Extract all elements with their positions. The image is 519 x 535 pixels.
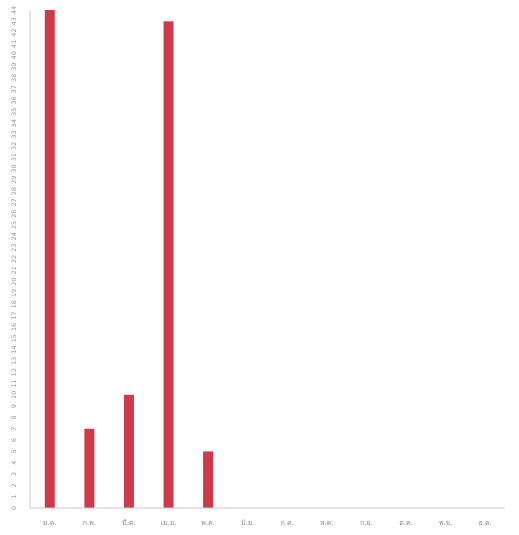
x-axis: ม.ค. ก.พ. มี.ค. เม.ย. พ.ค. มิ.ย. ก.ค. ส.ค. ก.ย. ต…	[30, 507, 505, 527]
y-tick-label: 43	[10, 17, 18, 25]
x-tick-label: ส.ค.	[320, 519, 333, 527]
y-tick-label: 34	[10, 119, 18, 127]
y-tick-label: 33	[10, 130, 18, 138]
x-tick-label: ม.ค.	[43, 519, 57, 527]
y-tick-label: 23	[10, 244, 18, 252]
bar-3	[123, 394, 134, 508]
y-tick-label: 35	[10, 108, 18, 116]
y-tick-label: 11	[10, 379, 18, 387]
y-tick-label: 29	[10, 176, 18, 184]
y-tick-label: 2	[10, 483, 18, 487]
y-tick-label: 9	[10, 404, 18, 408]
y-tick-label: 28	[10, 187, 18, 195]
y-tick-label: 3	[10, 472, 18, 476]
y-tick-label: 16	[10, 323, 18, 331]
y-tick-label: 7	[10, 427, 18, 431]
x-tick-label: มิ.ย.	[241, 519, 254, 527]
y-tick-label: 42	[10, 28, 18, 36]
y-tick-label: 39	[10, 62, 18, 70]
x-tick-label: มี.ค.	[122, 519, 136, 527]
y-tick-label: 6	[10, 438, 18, 442]
x-tick-label: พ.ย.	[439, 519, 452, 527]
y-tick-label: 22	[10, 255, 18, 263]
y-axis: 0123456789101112131415161718192021222324…	[10, 6, 31, 510]
y-tick-label: 21	[10, 266, 18, 274]
y-tick-label: 30	[10, 164, 18, 172]
y-tick-label: 27	[10, 198, 18, 206]
y-tick-label: 40	[10, 51, 18, 59]
y-tick-label: 26	[10, 210, 18, 218]
y-tick-label: 24	[10, 232, 18, 240]
y-tick-label: 41	[10, 40, 18, 48]
y-tick-label: 37	[10, 85, 18, 93]
x-tick-label: ต.ค.	[399, 519, 413, 527]
y-tick-label: 36	[10, 96, 18, 104]
bar-4	[163, 21, 174, 509]
y-tick-label: 10	[10, 391, 18, 399]
x-tick-label: ธ.ค.	[479, 519, 492, 527]
bar-5	[203, 451, 214, 508]
y-tick-label: 31	[10, 153, 18, 161]
y-tick-label: 20	[10, 277, 18, 285]
y-tick-label: 8	[10, 415, 18, 419]
x-tick-label: ก.ค.	[281, 519, 294, 527]
y-tick-label: 5	[10, 449, 18, 453]
bar-1	[44, 10, 55, 508]
y-tick-label: 25	[10, 221, 18, 229]
bars	[44, 10, 214, 509]
y-tick-label: 12	[10, 368, 18, 376]
y-tick-label: 13	[10, 357, 18, 365]
x-tick-label: เม.ย.	[161, 519, 177, 527]
y-tick-label: 32	[10, 142, 18, 150]
y-tick-label: 44	[10, 6, 18, 14]
x-tick-label: ก.พ.	[83, 519, 96, 527]
y-tick-label: 18	[10, 300, 18, 308]
x-tick-label: ก.ย.	[360, 519, 373, 527]
bar-2	[84, 428, 95, 508]
y-tick-label: 38	[10, 74, 18, 82]
y-tick-label: 1	[10, 495, 18, 499]
y-tick-label: 0	[10, 506, 18, 510]
x-tick-label: พ.ค.	[201, 519, 215, 527]
y-tick-label: 17	[10, 311, 18, 319]
y-tick-label: 15	[10, 334, 18, 342]
y-tick-label: 4	[10, 461, 18, 465]
y-tick-label: 19	[10, 289, 18, 297]
y-tick-label: 14	[10, 345, 18, 353]
